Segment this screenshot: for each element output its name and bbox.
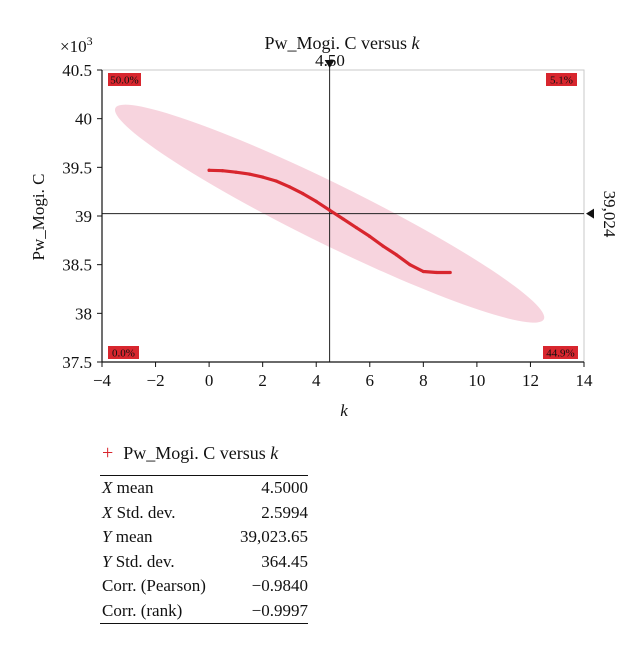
data-point: [341, 217, 345, 221]
scatter-chart: Pw_Mogi. C versus k ×103 −4 −2 0 2 4 6 8 10 12 14…: [29, 33, 619, 420]
data-point: [328, 208, 332, 212]
data-point: [421, 269, 425, 274]
x-axis-label: k: [340, 401, 348, 420]
chart-title-text: Pw_Mogi. C versus: [264, 33, 411, 53]
data-point: [220, 169, 225, 173]
statistics-table: X mean 4.5000 X Std. dev. 2.5994 Y mean …: [100, 475, 308, 624]
stat-value: 4.5000: [261, 478, 308, 498]
plot-area: −4 −2 0 2 4 6 8 10 12 14 37.5 38 38.5 39 39.5 40 40.5: [62, 60, 594, 390]
table-row: X Std. dev. 2.5994: [100, 501, 308, 526]
data-point: [287, 185, 292, 189]
data-point: [408, 263, 412, 267]
data-point: [247, 172, 251, 176]
data-point: [394, 253, 399, 257]
crosshair-y-label: 39,024: [600, 191, 619, 238]
stat-value: 364.45: [261, 551, 308, 571]
data-point: [448, 270, 452, 275]
stat-value: 39,023.65: [240, 527, 308, 547]
svg-text:0.0%: 0.0%: [112, 348, 135, 360]
legend-label: Pw_Mogi. C versus k: [123, 442, 279, 463]
x-tick-label: 12: [522, 371, 539, 390]
svg-text:50.0%: 50.0%: [110, 75, 138, 87]
x-tick-label: −4: [93, 371, 112, 390]
data-point: [314, 199, 318, 203]
stat-value: −0.9997: [251, 600, 308, 620]
data-point: [381, 244, 385, 248]
table-row: X mean 4.5000: [100, 476, 308, 501]
stat-label: Corr. (rank): [102, 600, 183, 620]
y-multiplier-label: ×103: [60, 34, 93, 56]
x-tick-label: 10: [468, 371, 485, 390]
legend-marker-icon: +: [102, 442, 114, 464]
quadrant-badge-top-right: 5.1%: [546, 73, 577, 87]
svg-text:44.9%: 44.9%: [546, 348, 574, 360]
y-tick-label: 39: [75, 207, 92, 226]
data-point: [261, 175, 265, 179]
table-row: Corr. (rank) −0.9997: [100, 599, 308, 624]
quadrant-badge-bottom-left: 0.0%: [108, 346, 139, 360]
stat-label: Y mean: [102, 527, 153, 547]
stat-label: X Std. dev.: [102, 502, 176, 522]
y-axis-label: Pw_Mogi. C: [29, 174, 48, 261]
y-tick-label: 40.5: [62, 61, 92, 80]
y-tick-label: 39.5: [62, 158, 92, 177]
crosshair-y-marker: [586, 208, 594, 219]
data-point: [301, 192, 305, 196]
table-row: Y Std. dev. 364.45: [100, 550, 308, 575]
x-tick-label: 8: [419, 371, 428, 390]
quadrant-badges: 50.0% 5.1% 0.0% 44.9%: [108, 73, 578, 360]
stat-label: Y Std. dev.: [102, 551, 175, 571]
data-point: [207, 168, 211, 172]
y-tick-label: 38: [75, 304, 92, 323]
x-tick-label: −2: [147, 371, 165, 390]
y-tick-label: 38.5: [62, 256, 92, 275]
data-point: [274, 179, 278, 183]
x-tick-label: 2: [258, 371, 267, 390]
stat-value: 2.5994: [261, 502, 308, 522]
table-row: Corr. (Pearson) −0.9840: [100, 574, 308, 599]
data-point: [368, 234, 372, 239]
quadrant-badge-top-left: 50.0%: [108, 73, 141, 87]
svg-text:5.1%: 5.1%: [550, 75, 573, 87]
data-point: [354, 226, 358, 230]
x-tick-label: 0: [205, 371, 214, 390]
crosshair-x-marker: [324, 60, 335, 68]
x-tick-label: 6: [366, 371, 375, 390]
stat-label: X mean: [102, 478, 154, 498]
table-row: Y mean 39,023.65: [100, 525, 308, 550]
quadrant-badge-bottom-right: 44.9%: [543, 346, 578, 360]
x-tick-label: 14: [576, 371, 594, 390]
data-point: [234, 170, 238, 174]
x-tick-label: 4: [312, 371, 321, 390]
stat-label: Corr. (Pearson): [102, 576, 206, 596]
crosshair-x-label: 4.50: [315, 51, 345, 70]
y-tick-label: 37.5: [62, 353, 92, 372]
chart-legend: + Pw_Mogi. C versus k: [102, 440, 278, 466]
chart-title: Pw_Mogi. C versus k: [264, 33, 420, 53]
data-point: [435, 270, 439, 275]
stat-value: −0.9840: [251, 576, 308, 596]
y-tick-label: 40: [75, 110, 92, 129]
